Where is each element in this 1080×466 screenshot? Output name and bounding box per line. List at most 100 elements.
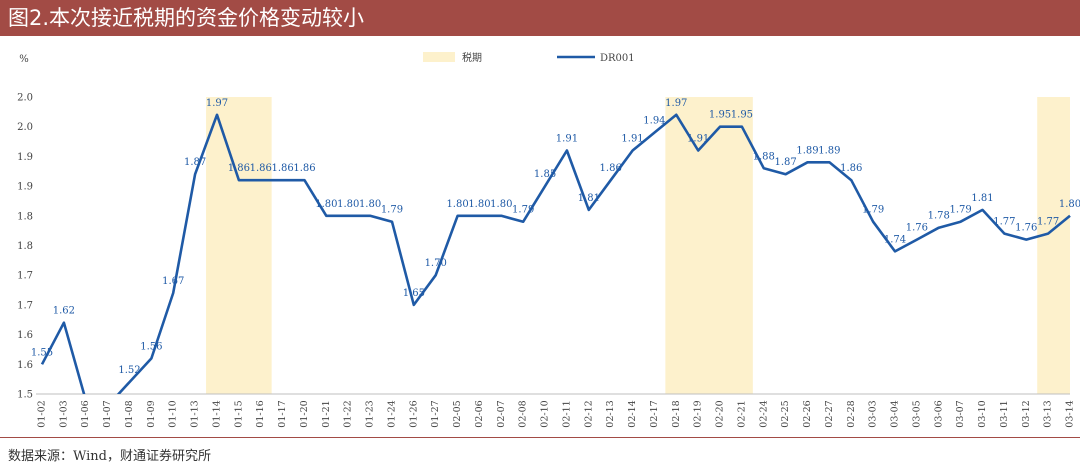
data-label: 1.79 [862,205,884,216]
x-tick-label: 02-14 [627,400,638,427]
axis-layer: % 1.5 1.6 1.6 1.7 1.7 1.8 1.8 1.9 1.9 2.0 2.0 01-02 0… [17,54,1075,428]
x-tick-label: 01-10 [168,400,179,427]
x-tick-label: 01-02 [37,400,48,427]
data-label: 1.95 [731,110,753,121]
data-label: 1.80 [1059,199,1080,210]
data-label: 1.80 [446,199,468,210]
x-tick-label: 01-21 [321,400,332,427]
data-label: 1.76 [906,223,928,234]
x-tick-label: 03-05 [911,400,922,427]
data-label: 1.67 [162,276,184,287]
x-tick-label: 01-24 [386,400,397,427]
x-tick-label: 02-26 [802,400,813,427]
data-label: 1.97 [665,98,687,109]
legend-label-tax-period: 税期 [462,51,482,64]
data-label: 1.56 [140,341,162,352]
data-label: 1.74 [884,234,906,245]
x-tick-label: 02-25 [780,400,791,427]
data-label: 1.52 [118,365,140,376]
tax-period-band [206,97,272,394]
x-tick-label: 01-17 [277,400,288,427]
x-tick-label: 02-18 [671,400,682,427]
x-tick-label: 02-27 [824,400,835,427]
x-tick-label: 01-15 [233,400,244,427]
x-tick-label: 03-13 [1043,400,1054,427]
data-label: 1.77 [1037,217,1059,228]
data-label: 1.80 [359,199,381,210]
source-note: 数据来源：Wind，财通证券研究所 [8,449,211,464]
x-tick-label: 02-07 [496,400,507,427]
x-tick-label: 02-12 [583,400,594,427]
series-line-dr001 [40,113,1071,394]
x-tick-label: 01-08 [124,400,135,427]
x-tick-label: 01-27 [430,400,441,427]
data-label: 1.80 [337,199,359,210]
tax-period-band [665,97,753,394]
x-tick-label: 03-10 [977,400,988,427]
x-tick-label: 02-19 [693,400,704,427]
data-label: 1.89 [818,145,840,156]
data-label: 1.79 [381,205,403,216]
y-tick-label: 1.5 [17,390,33,401]
x-tick-label: 02-17 [649,400,660,427]
data-label: 1.86 [600,163,622,174]
y-axis-unit: % [19,54,29,65]
data-label: 1.87 [184,157,206,168]
data-label: 1.86 [250,163,272,174]
shade-layer [206,97,1070,394]
data-label: 1.94 [643,116,665,127]
data-label: 1.86 [228,163,250,174]
data-label: 1.87 [775,157,797,168]
x-tick-label: 03-12 [1021,400,1032,427]
data-label: 1.65 [403,288,425,299]
y-tick-label: 1.6 [17,360,33,371]
y-tick-label: 2.0 [17,93,33,104]
data-label: 1.81 [971,193,993,204]
x-tick-label: 02-24 [758,400,769,427]
data-label: 1.81 [578,193,600,204]
x-tick-label: 03-03 [868,400,879,427]
data-label: 1.85 [534,169,556,180]
x-tick-label: 01-23 [365,400,376,427]
x-tick-label: 01-09 [146,400,157,427]
x-tick-label: 01-03 [58,400,69,427]
x-tick-label: 02-20 [715,400,726,427]
data-label: 1.80 [315,199,337,210]
x-tick-label: 01-22 [343,400,354,427]
data-label: 1.91 [621,133,643,144]
line-chart: % 1.5 1.6 1.6 1.7 1.7 1.8 1.8 1.9 1.9 2.0 2.0 01-02 0… [17,51,1080,428]
chart-title: 图2.本次接近税期的资金价格变动较小 [8,6,365,30]
x-tick-label: 02-11 [561,400,572,427]
x-tick-label: 02-05 [452,400,463,427]
x-tick-label: 01-06 [80,400,91,427]
x-tick-label: 03-07 [955,400,966,427]
data-label: 1.55 [31,347,53,358]
x-tick-label: 01-07 [102,400,113,427]
y-tick-label: 2.0 [17,122,33,133]
data-label: 1.70 [425,258,447,269]
y-tick-label: 1.9 [17,182,33,193]
data-label: 1.91 [556,133,578,144]
y-tick-label: 1.8 [17,211,33,222]
y-tick-label: 1.9 [17,152,33,163]
data-label: 1.86 [840,163,862,174]
x-tick-label: 01-20 [299,400,310,427]
x-tick-label: 01-16 [255,400,266,427]
data-label: 1.89 [796,145,818,156]
legend: 税期 DR001 [423,51,635,64]
y-tick-label: 1.7 [17,300,33,311]
tax-period-band [1037,97,1070,394]
y-tick-label: 1.6 [17,330,33,341]
y-tick-label: 1.8 [17,241,33,252]
x-tick-label: 01-13 [190,400,201,427]
data-label: 1.97 [206,98,228,109]
x-tick-label: 03-04 [890,400,901,427]
y-tick-label: 1.7 [17,271,33,282]
x-tick-label: 02-10 [540,400,551,427]
label-layer: 1.551.621.521.561.671.871.971.86 1.86 1.86… [31,98,1080,376]
legend-swatch-tax-period [423,52,455,62]
x-tick-label: 02-08 [518,400,529,427]
x-tick-label: 02-28 [846,400,857,427]
x-tick-label: 01-14 [211,400,222,427]
data-label: 1.91 [687,133,709,144]
